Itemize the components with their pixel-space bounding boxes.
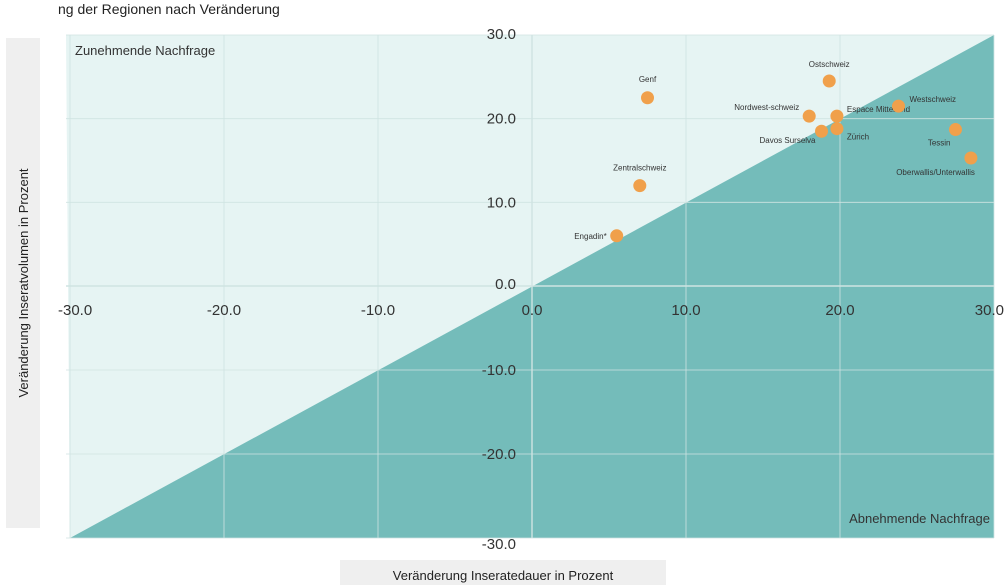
data-point [641,91,654,105]
data-point-label: Zentralschweiz [613,164,666,173]
data-point [633,179,647,193]
data-point [802,109,816,123]
data-point [815,124,829,138]
data-point-label: Engadin* [574,232,606,241]
data-point [949,123,962,137]
data-point-label: Tessin [928,139,951,148]
y-tick-label: -10.0 [482,362,516,379]
x-tick-labels: -30.0 -20.0 -10.0 0.0 10.0 20.0 30.0 [58,302,1004,319]
x-axis-label: Veränderung Inseratedauer in Prozent [393,568,614,583]
grid-lines [66,34,995,539]
data-point [822,74,836,88]
x-tick-label: 0.0 [522,302,543,319]
data-point-label: Oberwallis/Unterwallis [896,168,975,177]
y-tick-label: 20.0 [487,111,516,128]
x-tick-label: 10.0 [671,302,700,319]
y-tick-label: 0.0 [495,276,516,293]
y-tick-label: 10.0 [487,194,516,211]
x-tick-label: 20.0 [825,302,854,319]
data-point [892,99,906,113]
data-point [830,109,844,123]
y-axis-label: Veränderung Inseratvolumen in Prozent [16,168,31,397]
y-tick-label: -30.0 [482,536,516,553]
data-point-label: Westschweiz [910,95,957,104]
x-tick-label: -30.0 [58,302,92,319]
x-tick-label: -10.0 [361,302,395,319]
y-tick-labels: 30.0 20.0 10.0 0.0 -10.0 -20.0 -30.0 [482,26,516,553]
increasing-demand-label: Zunehmende Nachfrage [75,43,215,58]
x-tick-label: 30.0 [975,302,1004,319]
data-point-label: Genf [639,75,657,84]
x-tick-label: -20.0 [207,302,241,319]
data-point-label: Zürich [847,133,869,142]
data-point [610,229,624,243]
chart-title: ng der Regionen nach Veränderung [58,1,280,17]
data-point-label: Nordwest-schweiz [734,103,799,112]
data-point [830,122,844,136]
x-axis-label-panel [340,560,666,585]
y-tick-label: -20.0 [482,446,516,463]
data-point-label: Ostschweiz [809,60,850,69]
data-point [964,151,978,165]
data-point-label: Espace Mittelland [847,105,910,114]
data-points: Genf Zentralschweiz Engadin* Ostschweiz Nord… [574,60,978,243]
y-axis-label-panel [6,38,40,528]
y-tick-label: 30.0 [487,26,516,43]
decreasing-demand-label: Abnehmende Nachfrage [849,511,990,526]
data-point-label: Davos Surselva [759,136,816,145]
